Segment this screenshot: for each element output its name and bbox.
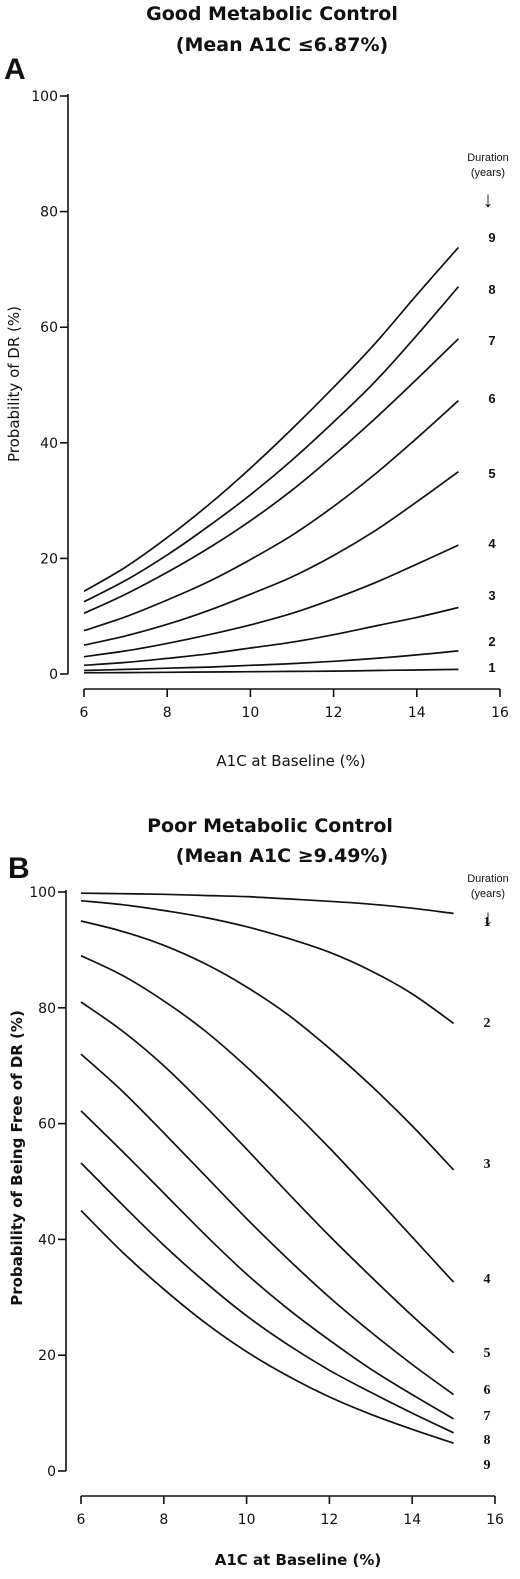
panel-b-ytick-label: 60 <box>38 1117 56 1133</box>
panel-a-series-1-label: 1 <box>488 660 495 675</box>
panel-b-xtick-label: 14 <box>403 1512 421 1528</box>
panel-a-series-4-line <box>83 544 459 658</box>
panel-b-duration-arrow: ↓ <box>483 905 494 930</box>
panel-a-title: Good Metabolic Control <box>146 3 398 25</box>
panel-a-subtitle: (Mean A1C ≤6.87%) <box>176 34 388 56</box>
panel-b-series-4-label: 4 <box>484 1272 491 1287</box>
panel-b-series-3-label: 3 <box>484 1157 491 1172</box>
panel-a-series-9-label: 9 <box>488 230 495 245</box>
panel-a-ytick-label: 60 <box>40 320 58 336</box>
panel-a-ytick-label: 40 <box>40 436 58 452</box>
panel-a-series-6-label: 6 <box>488 391 495 406</box>
panel-a-xtick-label: 10 <box>241 705 259 721</box>
panel-b-xtick-label: 10 <box>238 1512 256 1528</box>
panel-b-title: Poor Metabolic Control <box>147 815 393 837</box>
panel-b-series-5-label: 5 <box>484 1346 491 1361</box>
panel-b-series-9-label: 9 <box>484 1458 491 1473</box>
panel-b-xtick-label: 8 <box>159 1512 168 1528</box>
panel-a-series-5-label: 5 <box>488 466 495 481</box>
panel-b-series-7-label: 7 <box>484 1409 491 1424</box>
panel-b-series-8-label: 8 <box>484 1433 491 1448</box>
panel-b-ytick-label: 20 <box>38 1348 56 1364</box>
panel-a-series-2-line <box>83 650 459 672</box>
panel-a-series-7-label: 7 <box>488 333 495 348</box>
panel-b-series-1-line <box>80 892 454 915</box>
panel-b-series-6-line <box>80 1053 455 1396</box>
panel-b-series-9-line <box>80 1209 454 1445</box>
panel-b-series-8-line <box>80 1162 454 1434</box>
panel-b-ytick-label: 80 <box>38 1001 56 1017</box>
panel-b-series-4-line <box>80 954 455 1283</box>
panel-a-xtick-label: 12 <box>325 705 343 721</box>
panel-a-xlabel: A1C at Baseline (%) <box>216 752 365 770</box>
panel-a-xtick-label: 14 <box>408 705 426 721</box>
panel-b-series-1-label: 1 <box>484 915 491 930</box>
panel-b-series-7-line <box>80 1110 455 1420</box>
panel-a-series-9-line <box>83 246 460 593</box>
panel-b-ylabel: Probability of Being Free of DR (%) <box>8 1010 26 1306</box>
panel-b-ytick-label: 40 <box>38 1232 56 1248</box>
panel-a-series-4-label: 4 <box>488 536 496 551</box>
panel-b-subtitle: (Mean A1C ≥9.49%) <box>176 845 388 867</box>
panel-a-series-2-label: 2 <box>488 634 495 649</box>
panel-a-duration-header-1: Duration <box>467 152 509 164</box>
panel-b-series-2-label: 2 <box>484 1016 491 1031</box>
panel-b-series-6-label: 6 <box>484 1383 491 1398</box>
panel-a-xtick-label: 16 <box>491 705 509 721</box>
panel-a-series-5-line <box>83 471 459 646</box>
panel-a-series-3-label: 3 <box>488 588 495 603</box>
panel-b-xtick-label: 6 <box>77 1512 86 1528</box>
panel-b-xtick-label: 16 <box>486 1512 504 1528</box>
panel-a-series-1-line <box>83 668 459 674</box>
panel-a-series-8-line <box>83 286 460 603</box>
panel-a-ytick-label: 100 <box>31 89 58 105</box>
panel-b-series-3-line <box>80 920 455 1171</box>
panel-a-xtick-label: 8 <box>163 705 172 721</box>
panel-b-ytick-label: 100 <box>29 885 56 901</box>
panel-a-duration-header-2: (years) <box>471 167 505 179</box>
panel-a-ytick-label: 20 <box>40 551 58 567</box>
panel-b-letter: B <box>8 852 30 885</box>
panel-a-xtick-label: 6 <box>80 705 89 721</box>
panel-a-duration-arrow: ↓ <box>483 187 494 212</box>
panel-a-series-6-line <box>83 399 459 632</box>
panel-b-series-2-line <box>80 899 455 1025</box>
panel-b-duration-header-1: Duration <box>467 873 509 885</box>
panel-a-letter: A <box>4 53 26 86</box>
panel-a-ytick-label: 80 <box>40 205 58 221</box>
panel-b-xlabel: A1C at Baseline (%) <box>215 1551 382 1569</box>
panel-b-ytick-label: 0 <box>47 1464 56 1480</box>
panel-a-ylabel: Probability of DR (%) <box>5 306 23 462</box>
panel-a-ytick-label: 0 <box>49 667 58 683</box>
panel-b-xtick-label: 12 <box>320 1512 338 1528</box>
panel-b-duration-header-2: (years) <box>471 888 505 900</box>
panel-b-series-5-line <box>80 1001 455 1354</box>
panel-a-series-3-line <box>83 606 459 667</box>
panel-a-series-8-label: 8 <box>488 282 495 297</box>
panel-a-series-7-line <box>83 338 459 615</box>
